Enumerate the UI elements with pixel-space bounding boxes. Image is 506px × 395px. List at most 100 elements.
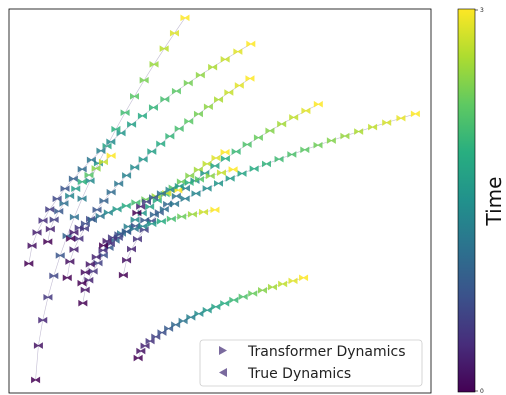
true-point <box>215 303 221 311</box>
transformer-point <box>267 283 274 291</box>
transformer-point <box>130 93 136 100</box>
transformer-point <box>224 89 230 96</box>
transformer-point <box>177 213 183 220</box>
transformer-point <box>149 211 156 218</box>
transformer-point <box>382 119 388 126</box>
transformer-point <box>69 213 76 221</box>
transformer-point <box>114 180 120 188</box>
true-point <box>136 209 142 217</box>
true-point <box>122 271 128 279</box>
true-point <box>232 166 238 173</box>
transformer-point <box>163 200 169 208</box>
colorbar-tick-min: 0 <box>480 388 484 395</box>
true-point <box>82 299 88 307</box>
true-point <box>74 185 81 193</box>
true-point <box>153 211 159 218</box>
transformer-point <box>68 175 75 183</box>
transformer-point <box>145 203 151 210</box>
true-point <box>228 89 234 96</box>
true-point <box>66 274 72 282</box>
transformer-point <box>202 160 208 168</box>
true-point <box>141 209 147 217</box>
true-point <box>178 182 184 190</box>
transformer-point <box>208 63 214 71</box>
transformer-point <box>127 245 133 253</box>
true-point <box>120 129 126 137</box>
true-point <box>103 197 109 205</box>
true-point <box>36 229 42 236</box>
true-point <box>28 260 34 267</box>
true-point <box>265 160 272 168</box>
transformer-point <box>174 182 181 190</box>
transformer-point <box>103 209 110 216</box>
true-point <box>95 253 101 261</box>
true-point <box>99 212 105 220</box>
transformer-point <box>77 165 83 173</box>
true-point <box>191 210 197 218</box>
true-point <box>223 300 230 307</box>
legend-marker-true <box>219 368 227 377</box>
true-point <box>175 87 181 95</box>
transformer-point <box>121 228 128 235</box>
transformer-point <box>69 246 75 253</box>
transformer-point <box>211 303 217 311</box>
true-point <box>106 142 112 150</box>
true-point <box>197 110 203 118</box>
true-point <box>53 216 59 224</box>
transformer-point <box>118 271 125 279</box>
true-point <box>141 223 148 230</box>
transformer-point <box>99 197 105 205</box>
true-point <box>143 76 149 84</box>
true-point <box>251 290 258 297</box>
transformer-point <box>85 177 91 185</box>
transformer-point <box>248 290 254 297</box>
transformer-point <box>130 216 136 224</box>
true-point <box>173 29 179 37</box>
true-point <box>175 192 181 200</box>
transformer-point <box>85 260 92 268</box>
true-point <box>90 156 96 164</box>
true-point <box>102 242 109 249</box>
true-point <box>107 209 113 216</box>
true-point <box>357 128 364 135</box>
true-point <box>198 175 204 183</box>
transformer-point <box>141 198 148 206</box>
plot-area <box>8 8 432 394</box>
true-point <box>215 154 221 162</box>
legend-label-true: True Dynamics <box>247 366 351 382</box>
transformer-point <box>122 172 128 179</box>
transformer-point <box>147 148 153 155</box>
true-point <box>83 225 89 232</box>
transformer-point <box>74 224 80 232</box>
transformer-point <box>157 329 163 336</box>
transformer-point <box>65 258 71 265</box>
true-point <box>72 175 78 183</box>
transformer-point <box>164 325 170 332</box>
transformer-point <box>112 205 118 213</box>
transformer-point <box>106 188 112 196</box>
true-point <box>81 178 87 186</box>
transformer-point <box>52 195 58 203</box>
true-point <box>152 104 158 111</box>
true-point <box>148 203 155 210</box>
true-point <box>304 146 310 154</box>
true-point <box>224 148 230 156</box>
transformer-point <box>257 286 264 294</box>
transformer-point <box>326 137 333 144</box>
true-point <box>88 276 94 284</box>
colorbar-gradient <box>457 8 476 393</box>
true-point <box>48 206 55 213</box>
true-point <box>117 180 124 188</box>
true-point <box>206 185 212 192</box>
true-point <box>136 235 142 243</box>
transformer-point <box>133 354 139 362</box>
transformer-point <box>99 242 105 249</box>
true-point <box>68 192 75 200</box>
true-point <box>177 186 183 194</box>
true-point <box>184 14 190 22</box>
transformer-point <box>231 148 237 155</box>
true-point <box>95 165 101 172</box>
transformer-point <box>91 253 98 261</box>
transformer-point <box>216 169 223 176</box>
transformer-point <box>38 217 44 224</box>
